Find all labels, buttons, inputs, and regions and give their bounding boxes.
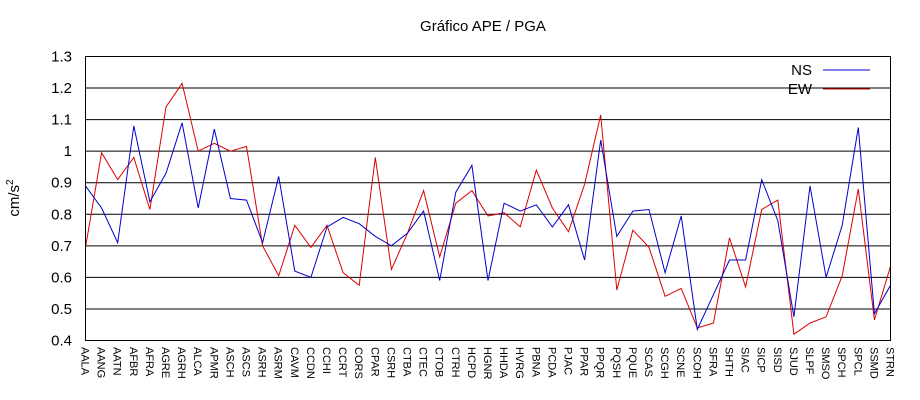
- grid-lines: [85, 56, 891, 341]
- x-tick-label: ASCS: [240, 347, 252, 377]
- x-tick-label: ASRM: [272, 347, 284, 379]
- x-tick-label: AGRH: [175, 347, 187, 379]
- plot-frame: [85, 56, 891, 341]
- x-tick-label: CCHI: [320, 347, 332, 374]
- x-tick-label: SCNE: [674, 347, 686, 378]
- x-tick-label: APMR: [207, 347, 219, 379]
- x-tick-label: HCPD: [465, 347, 477, 378]
- x-tick-label: AANG: [95, 347, 107, 378]
- x-tick-label: PPAR: [578, 347, 590, 376]
- y-tick-label: 0.5: [51, 301, 72, 318]
- y-tick-label: 1.1: [51, 112, 72, 129]
- x-tick-label: CAVM: [288, 347, 300, 378]
- y-tick-label: 0.8: [51, 206, 72, 223]
- x-tick-label: CTRH: [449, 347, 461, 378]
- y-tick-label: 1.3: [51, 49, 72, 66]
- x-tick-label: AALA: [79, 347, 91, 376]
- x-tick-label: CTBA: [401, 347, 413, 377]
- x-tick-label: CCDN: [304, 347, 316, 379]
- x-tick-label: SHTH: [723, 347, 735, 377]
- x-tick-label: HGNR: [481, 347, 493, 379]
- x-tick-label: SCAS: [642, 347, 654, 377]
- x-tick-label: SPCH: [835, 347, 847, 378]
- x-tick-label: SPCL: [851, 347, 863, 376]
- x-tick-label: SJUD: [787, 347, 799, 376]
- x-tick-label: HHDA: [497, 347, 509, 379]
- x-tick-label: SICP: [755, 347, 767, 373]
- x-tick-label: SLPF: [803, 347, 815, 375]
- x-tick-label: SSMD: [867, 347, 879, 379]
- x-tick-label: PCDA: [545, 347, 557, 378]
- x-tick-label: CORS: [352, 347, 364, 379]
- x-tick-label: SISD: [771, 347, 783, 373]
- x-tick-label: CCRT: [336, 347, 348, 378]
- x-tick-label: PQUE: [626, 347, 638, 378]
- x-tick-label: AFRA: [143, 347, 155, 377]
- legend: NS EW: [788, 62, 870, 98]
- x-tick-label: PBNA: [529, 347, 541, 378]
- x-tick-label: HVRG: [513, 347, 525, 379]
- y-tick-label: 0.9: [51, 175, 72, 192]
- x-tick-label: AATN: [111, 347, 123, 376]
- y-tick-label: 0.6: [51, 269, 72, 286]
- x-tick-label: AGRE: [159, 347, 171, 378]
- x-tick-label: CSRH: [384, 347, 396, 378]
- series-lines: [85, 82, 891, 336]
- x-tick-label: PJAC: [562, 347, 574, 375]
- y-tick-label: 0.4: [51, 333, 72, 350]
- legend-label-ew: EW: [788, 81, 813, 98]
- x-tick-label: SCGH: [658, 347, 670, 379]
- x-tick-labels: AALA AANG AATN AFBR AFRA AGRE AGRH ALCA APMR ASCH…: [79, 347, 896, 380]
- series-line-ew: [85, 82, 891, 336]
- series-line-ns: [85, 122, 891, 332]
- x-tick-label: ASCH: [223, 347, 235, 378]
- x-tick-label: CTOB: [433, 347, 445, 377]
- x-tick-label: SIAC: [739, 347, 751, 373]
- x-tick-label: ALCA: [191, 347, 203, 376]
- x-tick-label: STRN: [884, 347, 896, 377]
- x-tick-label: ASRH: [256, 347, 268, 378]
- chart-title: Gráfico APE / PGA: [420, 18, 546, 35]
- x-tick-label: PQSH: [610, 347, 622, 378]
- x-tick-label: SMSO: [819, 347, 831, 380]
- y-axis-label: cm/s2: [5, 179, 23, 217]
- y-tick-label: 0.7: [51, 238, 72, 255]
- y-tick-labels: 0.4 0.5 0.6 0.7 0.8 0.9 1 1.1 1.2 1.3: [51, 49, 72, 350]
- y-tick-label: 1: [64, 143, 72, 160]
- x-tick-label: CPAR: [368, 347, 380, 377]
- x-tick-label: SCOH: [690, 347, 702, 379]
- legend-label-ns: NS: [791, 62, 812, 79]
- x-tick-label: CTEC: [417, 347, 429, 377]
- x-tick-label: PPQR: [594, 347, 606, 378]
- x-tick-label: AFBR: [127, 347, 139, 376]
- y-tick-label: 1.2: [51, 80, 72, 97]
- x-tick-label: SFRA: [706, 347, 718, 377]
